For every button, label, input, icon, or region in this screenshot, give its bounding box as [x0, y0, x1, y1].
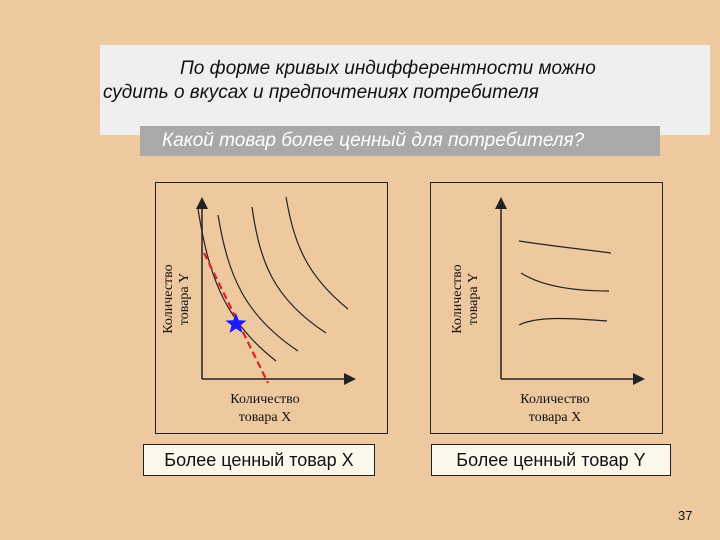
- right-x-label-line2: товара X: [528, 410, 582, 425]
- star-icon: [225, 313, 247, 333]
- left-x-label-line2: товара X: [238, 410, 292, 425]
- left-y-axis-label: Количество товара Y: [161, 249, 195, 349]
- left-x-axis-label: Количество товара X: [220, 391, 310, 427]
- slide-title-line1: По форме кривых индифферентности можно: [180, 58, 596, 79]
- question-bar: [140, 126, 660, 156]
- right-indifference-curve-2: [520, 272, 610, 292]
- left-y-label-line2: товара Y: [177, 272, 192, 326]
- slide-title-line2: судить о вкусах и предпочтениях потребит…: [103, 82, 539, 103]
- right-indifference-curve-3: [518, 317, 608, 326]
- left-x-label-line1: Количество: [230, 392, 300, 407]
- left-diagram-panel: [155, 182, 388, 434]
- left-indifference-curve-1: [197, 208, 277, 362]
- left-diagram: [196, 196, 356, 385]
- right-indifference-curve-1: [518, 240, 612, 254]
- right-diagram: [495, 197, 645, 385]
- right-y-label-line1: Количество: [450, 264, 465, 334]
- left-indifference-curve-4: [285, 196, 349, 310]
- left-y-label-line1: Количество: [161, 264, 176, 334]
- right-x-axis-label: Количество товара X: [510, 391, 600, 427]
- right-x-label-line1: Количество: [520, 392, 590, 407]
- right-y-label-line2: товара Y: [466, 272, 481, 326]
- page-number: 37: [678, 508, 693, 523]
- title-box: [100, 45, 710, 135]
- left-caption: Более ценный товар X: [143, 444, 375, 476]
- left-indifference-curve-3: [251, 206, 327, 334]
- left-indifference-curve-2: [217, 214, 299, 352]
- right-caption: Более ценный товар Y: [431, 444, 671, 476]
- right-diagram-panel: [430, 182, 663, 434]
- right-y-axis-label: Количество товара Y: [450, 249, 484, 349]
- question-text: Какой товар более ценный для потребителя…: [162, 130, 585, 151]
